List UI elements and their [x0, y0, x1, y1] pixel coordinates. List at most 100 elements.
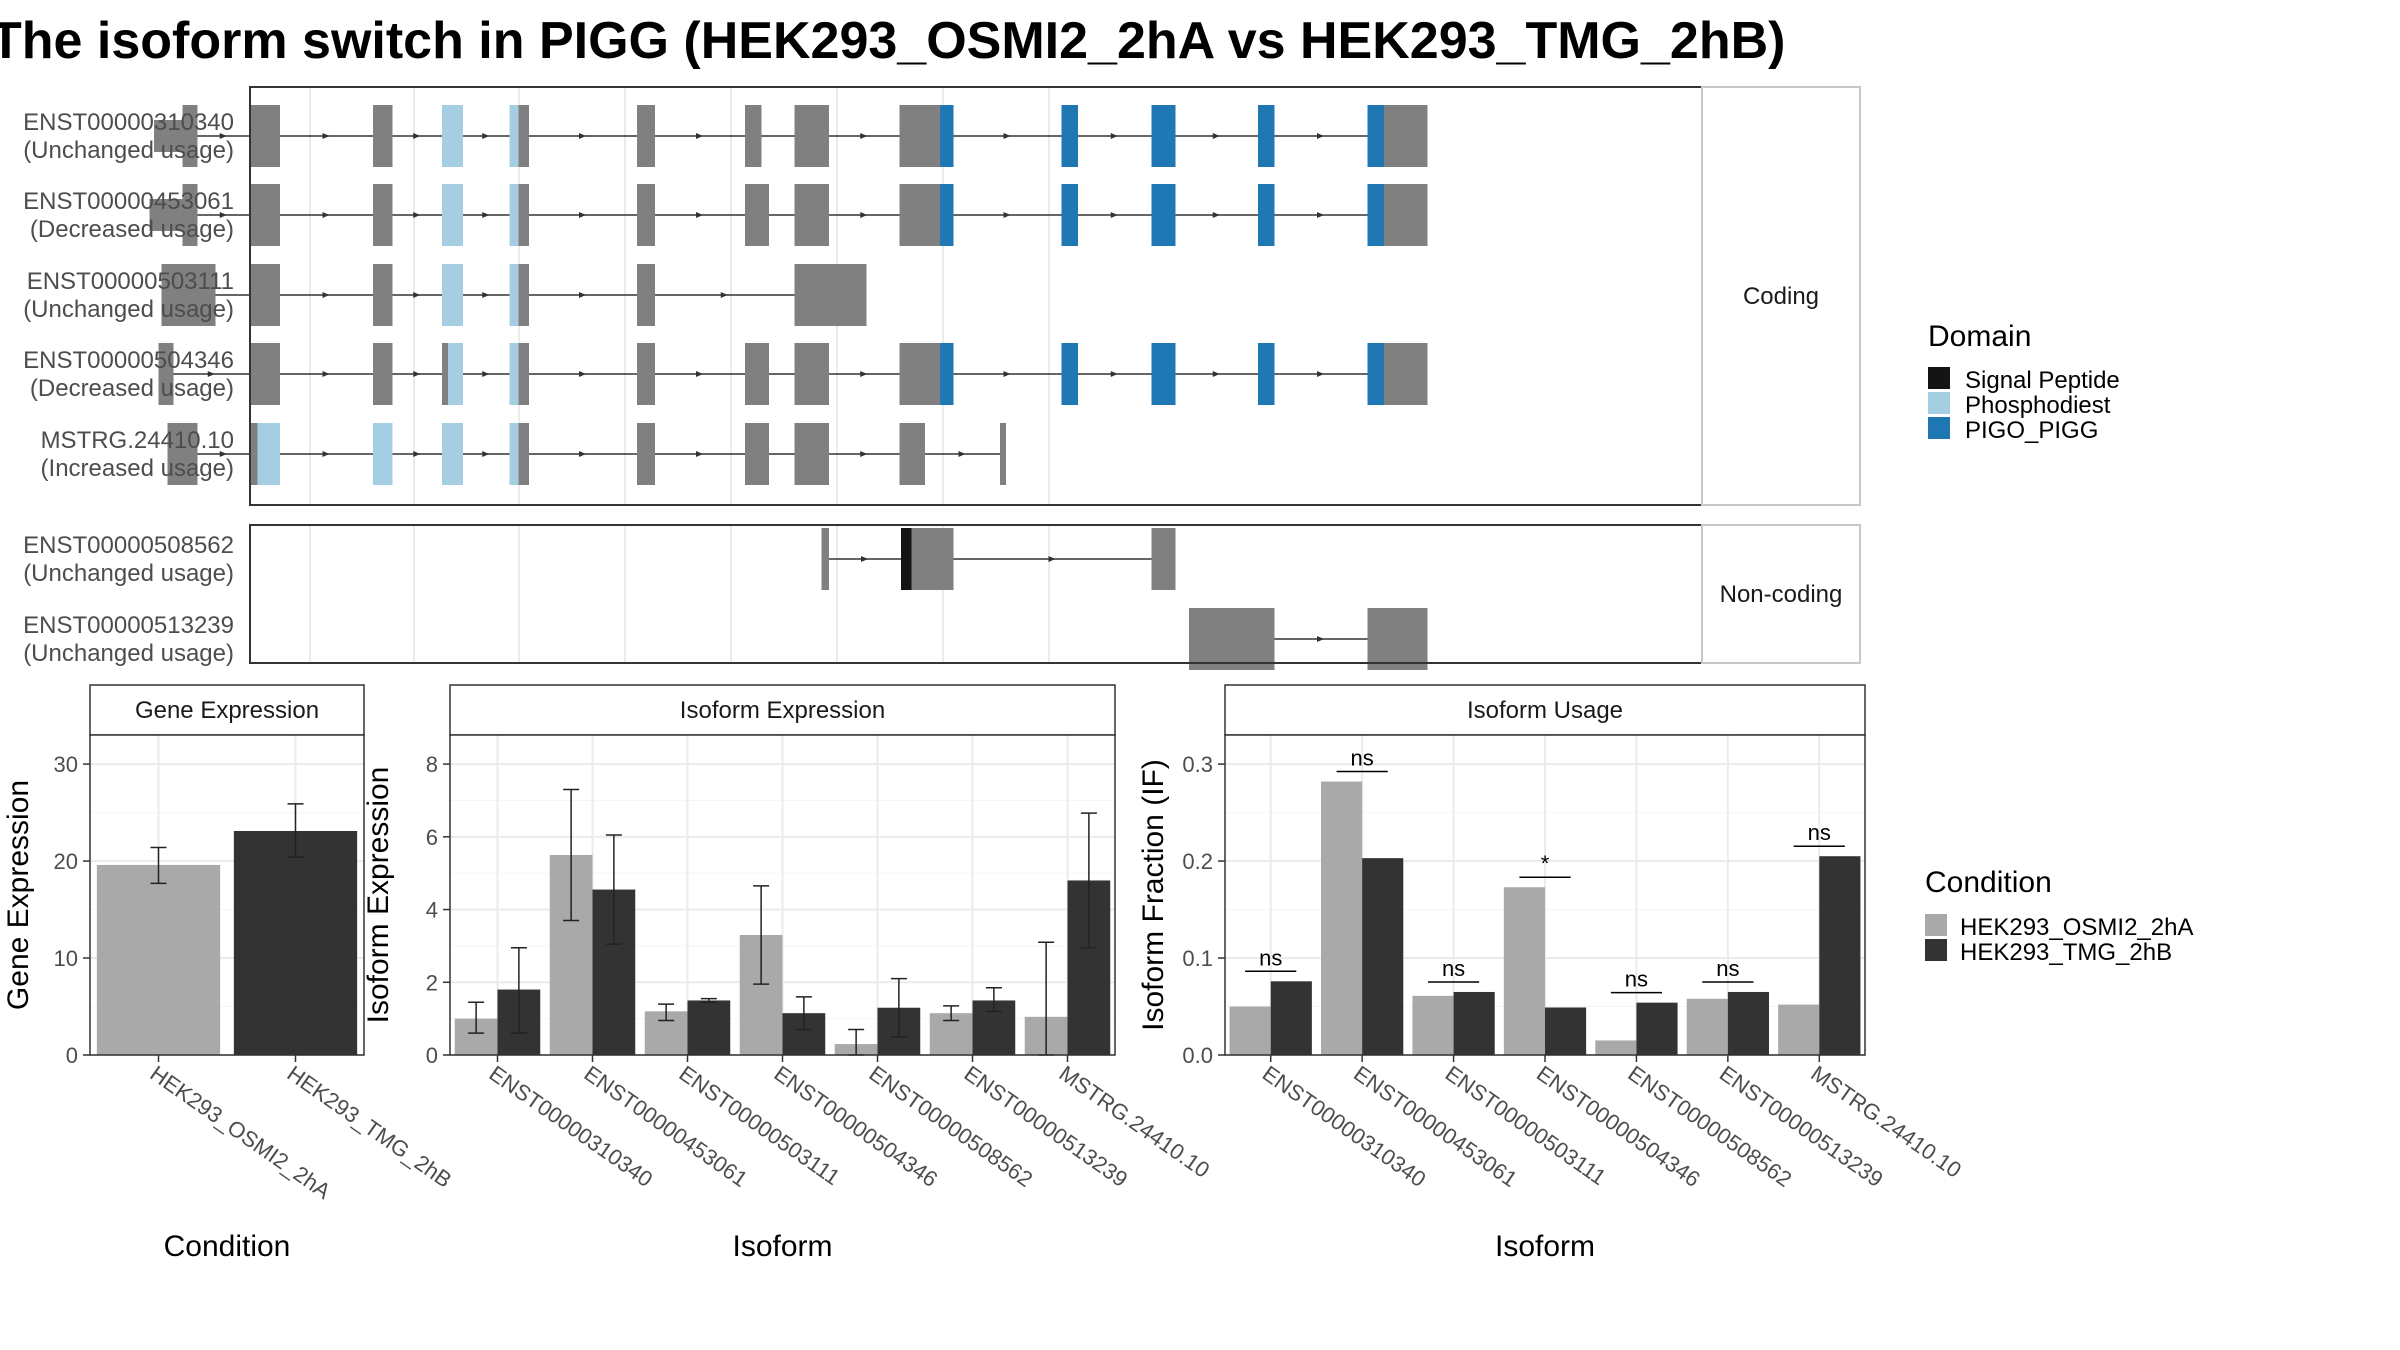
- panel-title: Gene Expression: [135, 697, 319, 724]
- domain-block: [1258, 184, 1275, 246]
- domain-block: [901, 528, 912, 590]
- bar-ENST00000453061-1: [1362, 858, 1404, 1055]
- intron-arrow: [1003, 212, 1011, 218]
- exon-block: [373, 184, 393, 246]
- y-tick-label: 30: [54, 752, 78, 777]
- y-tick-label: 0.3: [1182, 752, 1213, 777]
- exon-block: [250, 105, 280, 167]
- domain-block: [1061, 343, 1078, 405]
- transcript-usage-label: (Unchanged usage): [23, 137, 234, 164]
- phosphodiest-swatch: [1928, 392, 1950, 414]
- intron-arrow: [1212, 371, 1220, 377]
- intron-arrow: [482, 292, 490, 298]
- bar-ENST00000310340-0: [1229, 1006, 1271, 1055]
- intron-arrow: [720, 292, 728, 298]
- domain-block: [442, 423, 463, 485]
- domain-legend-title: Domain: [1928, 320, 2031, 353]
- x-tick-label: ENST00000453061: [580, 1061, 753, 1192]
- x-tick-label: ENST00000513239: [1715, 1061, 1888, 1192]
- exon-block: [1151, 528, 1176, 590]
- transcript-track-ENST00000504346: [158, 343, 1428, 405]
- domain-block: [1258, 105, 1275, 167]
- exon-block: [745, 184, 769, 246]
- significance-label: ns: [1808, 820, 1831, 845]
- exon-block: [161, 264, 216, 326]
- exon-block: [899, 343, 940, 405]
- exon-block: [373, 264, 393, 326]
- utr-block: [149, 199, 183, 231]
- domain-legend-item-pigo-pigg: PIGO_PIGG: [1965, 417, 2098, 444]
- bar-ENST00000513239-1: [1727, 991, 1769, 1055]
- exon-block: [821, 528, 829, 590]
- x-tick-label: ENST00000508562: [1624, 1061, 1797, 1192]
- domain-block: [1258, 343, 1275, 405]
- panel-strip: [449, 684, 1116, 736]
- exon-block: [794, 343, 829, 405]
- intron-arrow: [482, 212, 490, 218]
- domain-block: [940, 184, 954, 246]
- domain-block: [509, 423, 519, 485]
- x-tick-label: ENST00000310340: [1258, 1061, 1431, 1192]
- domain-block: [442, 264, 463, 326]
- plot-border: [1224, 734, 1866, 1056]
- intron-arrow: [860, 212, 868, 218]
- exon-block: [1384, 184, 1428, 246]
- condition-legend-item-b: HEK293_TMG_2hB: [1960, 939, 2172, 966]
- exon-block: [637, 343, 655, 405]
- y-axis-title: Isoform Expression: [362, 767, 395, 1024]
- bar-ENST00000508562-1: [1636, 1002, 1678, 1055]
- exon-block: [899, 423, 925, 485]
- exon-block: [899, 105, 940, 167]
- intron-arrow: [322, 212, 330, 218]
- x-tick-label: ENST00000310340: [485, 1061, 658, 1192]
- intron-arrow: [413, 212, 421, 218]
- intron-arrow: [860, 133, 868, 139]
- pigo-pigg-swatch: [1928, 417, 1950, 439]
- y-tick-label: 0.0: [1182, 1043, 1213, 1068]
- transcript-usage-label: (Unchanged usage): [23, 560, 234, 587]
- x-tick-label: ENST00000513239: [960, 1061, 1133, 1192]
- intron-arrow: [696, 133, 703, 139]
- domain-block: [509, 343, 519, 405]
- panel-title: Isoform Usage: [1467, 697, 1623, 724]
- transcript-id-label: ENST00000504346: [23, 347, 234, 374]
- intron-arrow: [482, 133, 490, 139]
- transcript-usage-label: (Unchanged usage): [23, 640, 234, 667]
- domain-block: [1367, 105, 1384, 167]
- intron-arrow: [1317, 636, 1324, 642]
- intron-arrow: [482, 371, 490, 377]
- exon-block: [182, 105, 198, 167]
- intron-arrow: [1317, 371, 1324, 377]
- isoform-expression-panel: Isoform Expression02468ENST00000310340EN…: [362, 684, 1215, 1263]
- intron-arrow: [1317, 212, 1324, 218]
- bar-ENST00000508562-0: [1595, 1040, 1637, 1055]
- domain-legend: Domain Signal Peptide Phosphodiest PIGO_…: [1928, 320, 2120, 444]
- panel-title: Isoform Expression: [680, 697, 885, 724]
- exon-block: [745, 423, 769, 485]
- exon-block: [745, 105, 762, 167]
- x-tick-label: MSTRG.24410.10: [1055, 1061, 1215, 1183]
- domain-block: [448, 343, 463, 405]
- domain-block: [1061, 105, 1078, 167]
- x-axis-title: Condition: [164, 1230, 291, 1263]
- domain-block: [1151, 105, 1176, 167]
- x-tick-label: MSTRG.24410.10: [1806, 1061, 1966, 1183]
- intron-arrow: [958, 451, 966, 457]
- x-tick-label: ENST00000453061: [1349, 1061, 1522, 1192]
- transcript-usage-label: (Increased usage): [41, 455, 234, 482]
- exon-block: [911, 528, 954, 590]
- x-axis-title: Isoform: [732, 1230, 832, 1263]
- domain-block: [1151, 343, 1176, 405]
- condition-b-swatch: [1925, 939, 1947, 961]
- y-axis-title: Gene Expression: [2, 780, 35, 1010]
- plot-border: [449, 734, 1116, 1056]
- domain-block: [509, 105, 519, 167]
- exon-block: [794, 184, 829, 246]
- exon-block: [373, 343, 393, 405]
- intron-arrow: [413, 371, 421, 377]
- transcript-usage-label: (Decreased usage): [30, 216, 234, 243]
- intron-arrow: [219, 212, 227, 218]
- intron-arrow: [696, 371, 703, 377]
- x-tick-label: ENST00000504346: [1532, 1061, 1705, 1192]
- intron-arrow: [579, 292, 586, 298]
